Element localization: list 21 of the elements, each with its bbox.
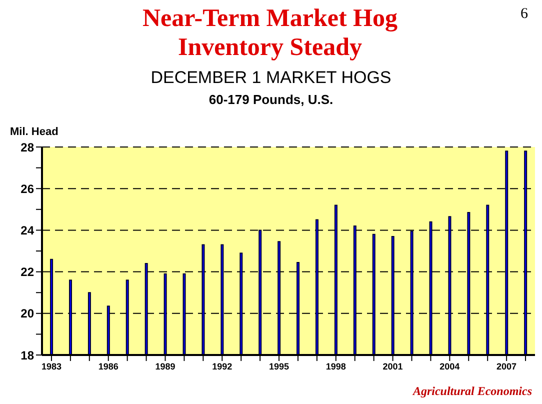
y-axis-title: Mil. Head	[10, 126, 58, 138]
x-tick-label: 1986	[98, 361, 118, 372]
x-tick-label: 1983	[41, 361, 62, 372]
y-tick-label: 28	[20, 140, 34, 154]
chart-title: Near-Term Market Hog Inventory Steady	[141, 4, 398, 62]
x-tick-label: 1998	[326, 361, 346, 372]
text: Agricultural Economics	[412, 384, 532, 399]
text: 6	[520, 6, 528, 23]
x-tick-label: 1995	[269, 361, 290, 372]
y-tick-label: 26	[20, 182, 34, 196]
chart-subtitle: DECEMBER 1 MARKET HOGS	[150, 68, 392, 88]
y-tick-label: 24	[20, 223, 34, 238]
x-tick-label: 2001	[382, 361, 403, 372]
x-tick-label: 1992	[212, 361, 232, 372]
text: 60-179 Pounds, U.S.	[208, 92, 334, 107]
x-tick-label: 2007	[496, 361, 517, 372]
x-tick-label: 1989	[155, 361, 176, 372]
x-tick-label: 2004	[440, 361, 460, 372]
y-tick-label: 18	[20, 348, 34, 362]
y-tick-label: 20	[20, 306, 34, 321]
y-tick-label: 22	[20, 265, 34, 280]
